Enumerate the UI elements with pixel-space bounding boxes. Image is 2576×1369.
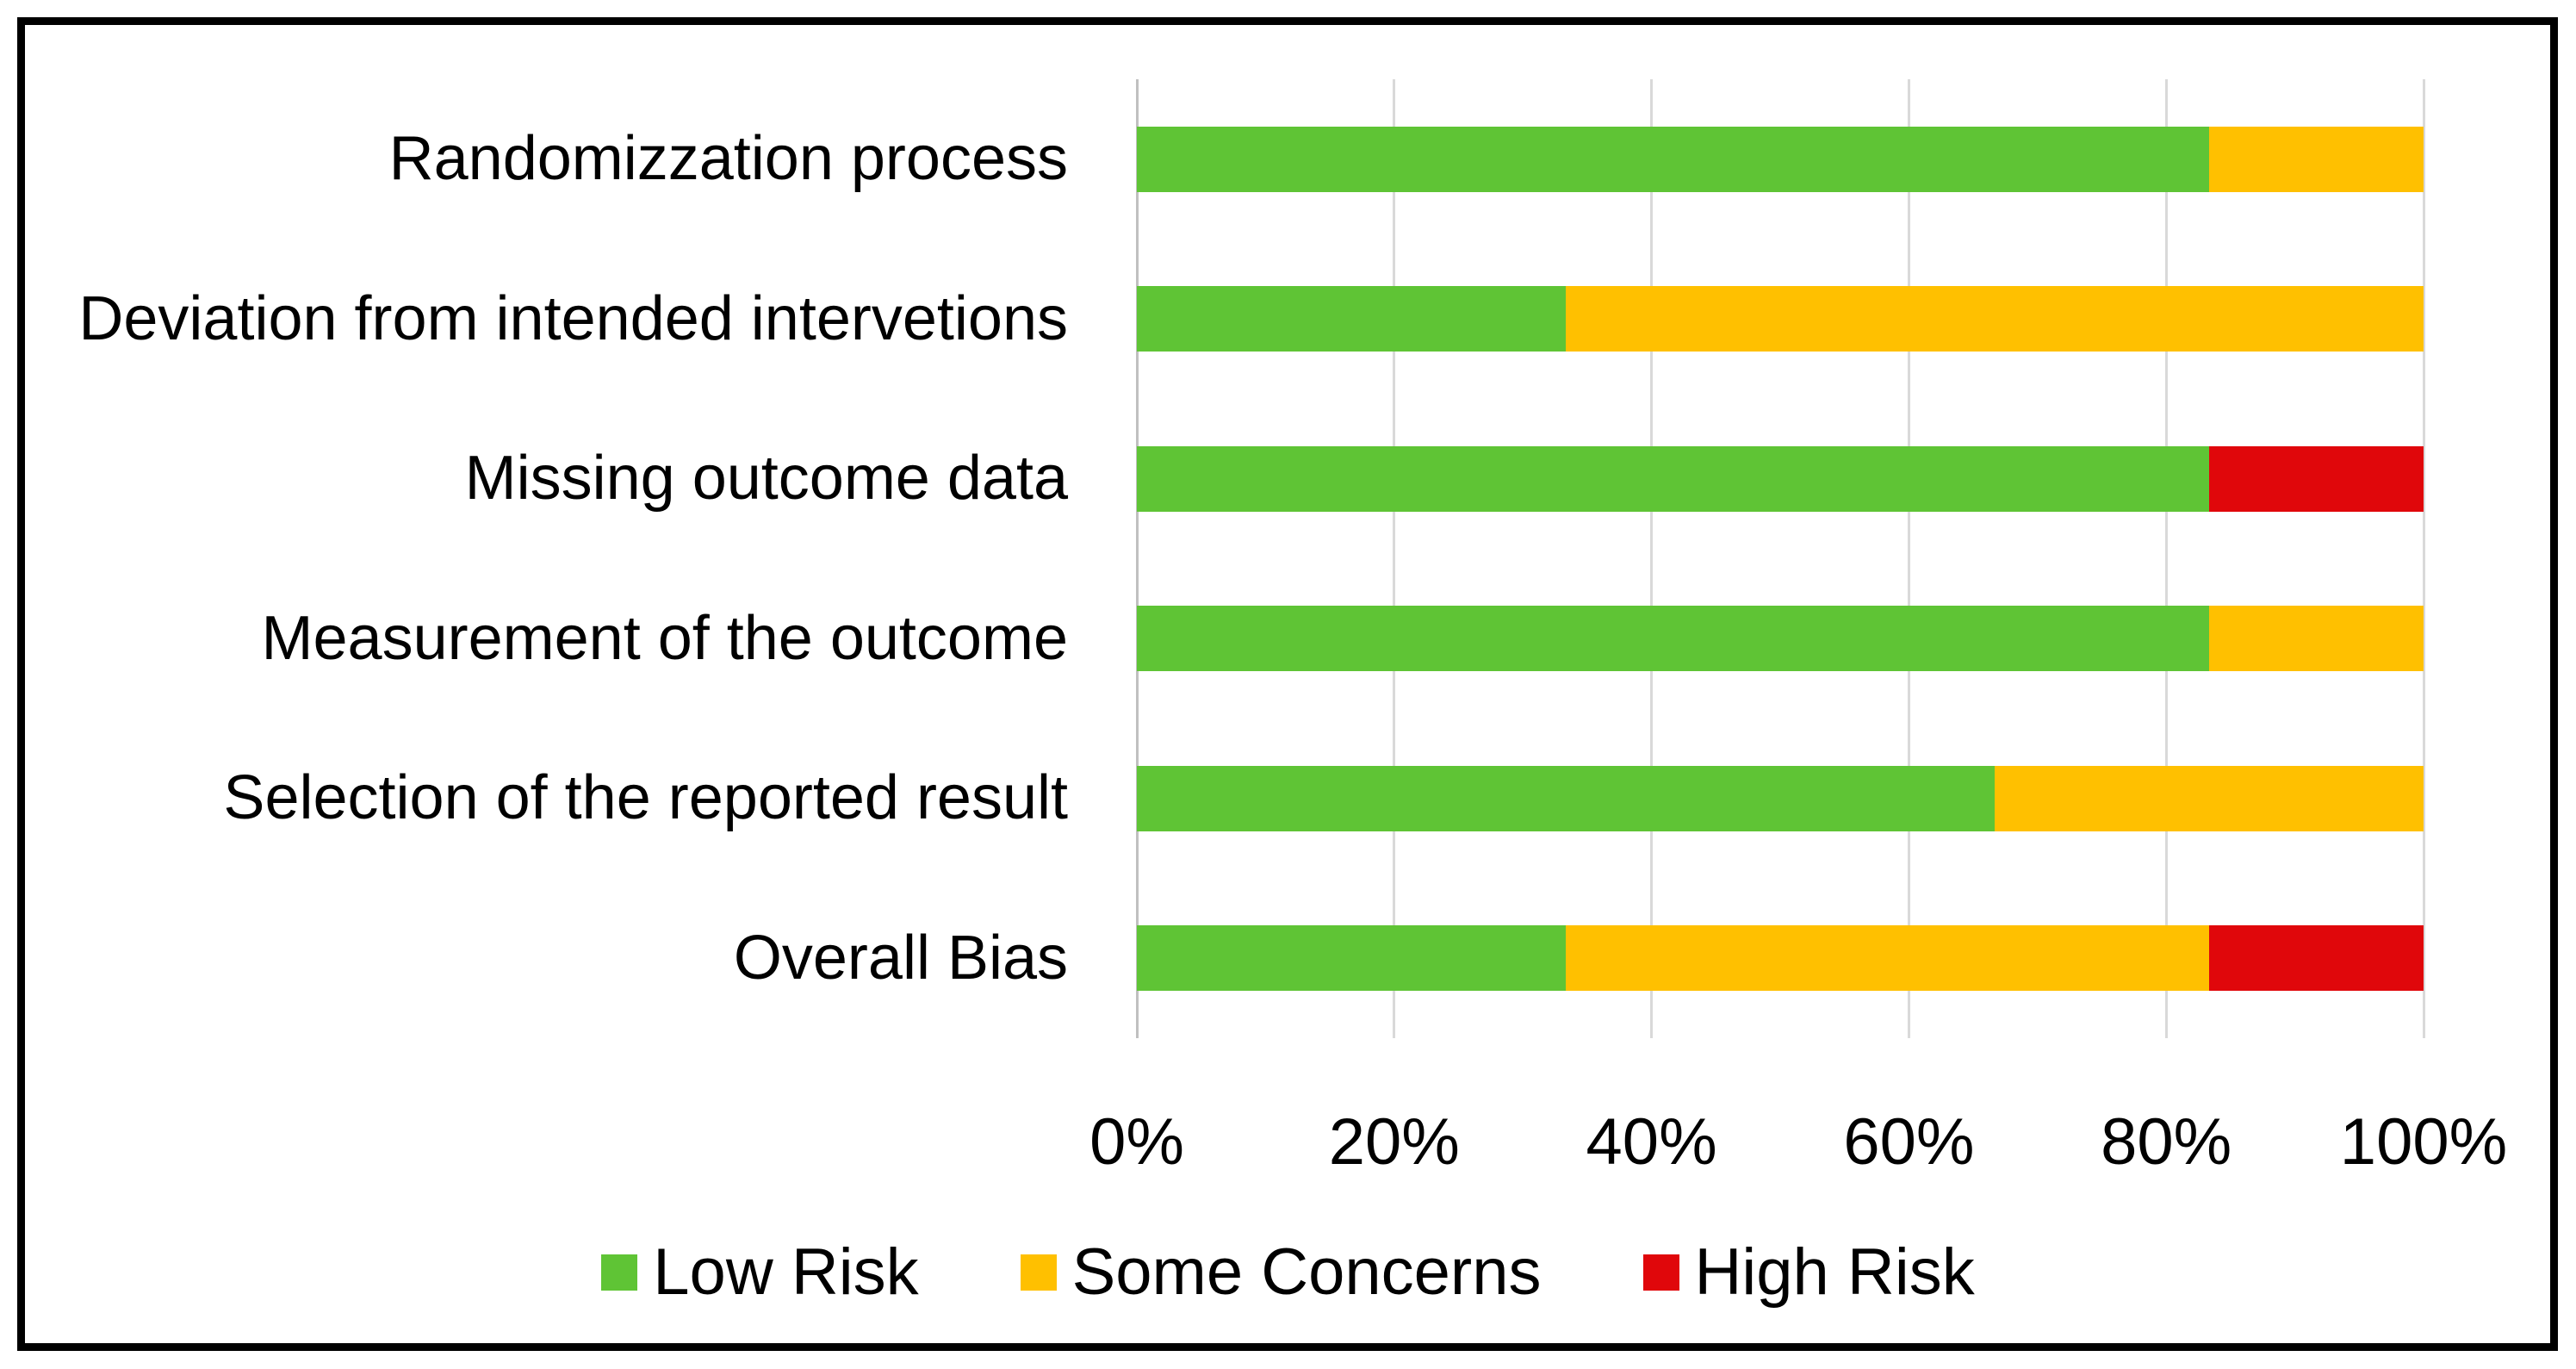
bar-segment-some-concerns — [1565, 925, 2209, 992]
bar-segment-some-concerns — [1995, 765, 2424, 831]
x-axis-tick-label: 60% — [1843, 1105, 1975, 1179]
legend-item-low-risk: Low Risk — [601, 1235, 919, 1309]
x-axis: 0% 20% 40% 60% 80% 100% — [1089, 1105, 2507, 1196]
plot-area — [1135, 79, 2425, 1039]
bar-row — [1137, 399, 2424, 559]
gridline — [1650, 79, 1654, 1038]
x-axis-tick-label: 40% — [1586, 1105, 1717, 1179]
category-label: Missing outcome data — [464, 444, 1068, 513]
bar-row — [1137, 79, 2424, 240]
bar-segment-high-risk — [2208, 445, 2424, 512]
gridline — [1907, 79, 1910, 1038]
bar-segment-low-risk — [1137, 765, 1996, 831]
stacked-bar — [1137, 606, 2424, 672]
bar-segment-high-risk — [2208, 925, 2424, 992]
x-axis-tick-label: 80% — [2101, 1105, 2232, 1179]
stacked-bar — [1137, 126, 2424, 192]
legend-label: Low Risk — [653, 1235, 919, 1309]
gridline — [2422, 79, 2425, 1038]
category-axis: Randomizzation process Deviation from int… — [25, 79, 1102, 1038]
bar-segment-low-risk — [1137, 286, 1566, 352]
legend: Low Risk Some Concerns High Risk — [0, 1225, 2576, 1320]
category-label: Randomizzation process — [388, 124, 1068, 194]
legend-label: Some Concerns — [1071, 1235, 1542, 1309]
bar-segment-low-risk — [1137, 445, 2209, 512]
bar-segment-low-risk — [1137, 925, 1566, 992]
x-axis-tick-label: 100% — [2339, 1105, 2508, 1179]
bar-row — [1137, 879, 2424, 1039]
bar-segment-low-risk — [1137, 126, 2209, 192]
legend-color-chip-low-risk — [601, 1254, 638, 1291]
bar-row — [1137, 240, 2424, 400]
x-axis-tick-label: 20% — [1328, 1105, 1460, 1179]
gridline — [2164, 79, 2168, 1038]
legend-color-chip-some-concerns — [1020, 1254, 1057, 1291]
chart-frame — [17, 17, 2558, 1351]
stacked-bar — [1137, 445, 2424, 512]
legend-color-chip-high-risk — [1642, 1254, 1679, 1291]
bar-segment-some-concerns — [2208, 606, 2424, 672]
stacked-bar — [1137, 765, 2424, 831]
bar-segment-some-concerns — [2208, 126, 2424, 192]
bar-segment-some-concerns — [1565, 286, 2424, 352]
x-axis-tick-label: 0% — [1089, 1105, 1184, 1179]
category-label: Selection of the reported result — [223, 763, 1068, 833]
bar-row — [1137, 719, 2424, 879]
category-label: Overall Bias — [733, 923, 1068, 993]
stacked-bar — [1137, 286, 2424, 352]
legend-label: High Risk — [1694, 1235, 1975, 1309]
gridline — [1393, 79, 1396, 1038]
category-label: Deviation from intended intervetions — [78, 283, 1068, 353]
y-axis-line — [1135, 79, 1139, 1038]
category-label: Measurement of the outcome — [261, 603, 1069, 673]
legend-item-high-risk: High Risk — [1642, 1235, 1975, 1309]
stacked-bar — [1137, 925, 2424, 992]
legend-item-some-concerns: Some Concerns — [1020, 1235, 1542, 1309]
bar-row — [1137, 559, 2424, 719]
bar-segment-low-risk — [1137, 606, 2209, 672]
